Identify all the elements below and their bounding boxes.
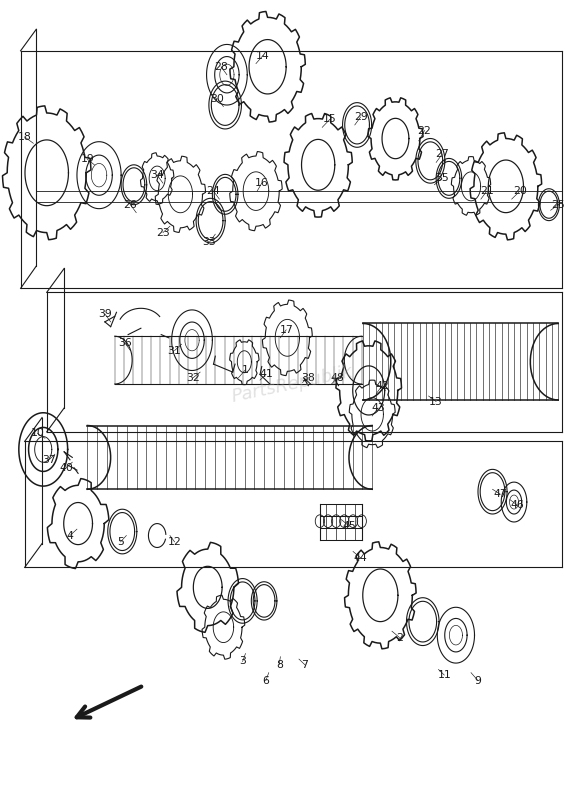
Text: 36: 36 <box>118 338 131 347</box>
Text: 40: 40 <box>60 462 74 473</box>
Text: 48: 48 <box>331 373 344 382</box>
Text: 28: 28 <box>214 62 228 72</box>
Text: 41: 41 <box>259 370 273 379</box>
Text: 7: 7 <box>301 660 308 670</box>
Text: 1: 1 <box>242 365 249 374</box>
Text: 33: 33 <box>203 237 216 247</box>
Text: 45: 45 <box>342 521 356 531</box>
Text: 44: 44 <box>354 553 367 563</box>
Text: 11: 11 <box>437 670 451 680</box>
Text: 3: 3 <box>239 657 246 666</box>
Text: 19: 19 <box>81 154 94 164</box>
Text: 31: 31 <box>168 346 182 355</box>
Text: 37: 37 <box>42 454 56 465</box>
Text: 4: 4 <box>67 530 74 541</box>
Text: 21: 21 <box>480 186 493 196</box>
Text: 39: 39 <box>98 309 112 319</box>
Text: 25: 25 <box>551 200 565 210</box>
Text: 12: 12 <box>168 537 182 547</box>
Text: 47: 47 <box>493 489 507 499</box>
Text: PartsRepublik: PartsRepublik <box>230 362 354 406</box>
Text: 42: 42 <box>375 381 389 390</box>
Text: 8: 8 <box>276 660 283 670</box>
Text: 35: 35 <box>435 174 449 183</box>
Text: 34: 34 <box>150 170 164 180</box>
Text: 10: 10 <box>30 429 44 438</box>
Text: 24: 24 <box>207 186 220 196</box>
Text: 27: 27 <box>435 150 449 159</box>
Text: 38: 38 <box>301 373 315 382</box>
Text: 22: 22 <box>418 126 432 135</box>
Text: 43: 43 <box>371 403 385 413</box>
Text: 6: 6 <box>262 676 269 686</box>
Text: 32: 32 <box>186 373 200 382</box>
Text: 15: 15 <box>323 114 336 124</box>
Text: 13: 13 <box>429 397 443 406</box>
Text: 26: 26 <box>124 200 137 210</box>
Text: 20: 20 <box>513 186 527 196</box>
Text: 29: 29 <box>354 112 367 122</box>
Text: 9: 9 <box>475 676 481 686</box>
Text: 30: 30 <box>211 94 224 104</box>
Text: 17: 17 <box>279 325 293 335</box>
Text: 46: 46 <box>510 500 524 510</box>
Text: 14: 14 <box>256 50 270 61</box>
Text: 16: 16 <box>255 178 269 188</box>
Text: 5: 5 <box>117 537 124 547</box>
Text: 18: 18 <box>18 132 32 142</box>
Text: 2: 2 <box>396 633 403 642</box>
Text: 23: 23 <box>156 227 170 238</box>
